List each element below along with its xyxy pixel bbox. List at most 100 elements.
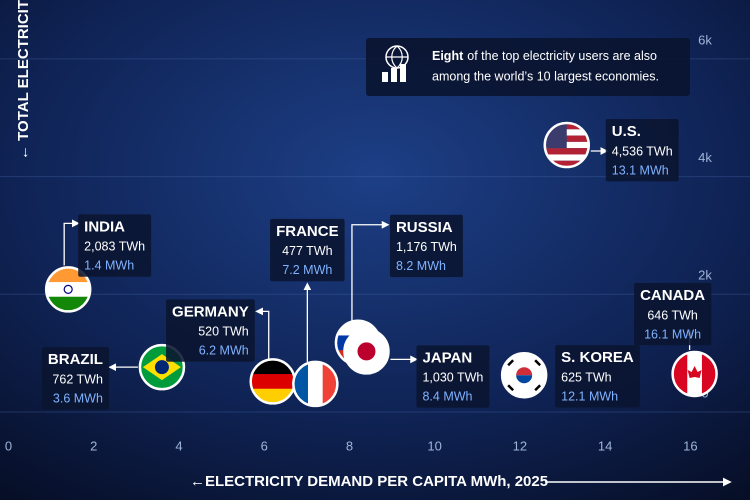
value-label: 4,536 TWh bbox=[612, 144, 673, 158]
flag-part bbox=[544, 148, 589, 155]
point-name: FRANCE bbox=[276, 223, 339, 240]
value-label: 2,083 TWh bbox=[84, 240, 145, 254]
flag-part bbox=[507, 359, 515, 367]
value-label: 1,030 TWh bbox=[422, 371, 483, 385]
value-label: 520 TWh bbox=[198, 325, 249, 339]
flag-part bbox=[534, 384, 542, 392]
data-label: FRANCE 477 TWh 7.2 MWh bbox=[270, 218, 345, 282]
leader-line bbox=[63, 219, 80, 266]
point bbox=[500, 351, 548, 399]
flag-part bbox=[516, 375, 533, 384]
data-label: RUSSIA 1,176 TWh 8.2 MWh bbox=[389, 214, 463, 278]
data-label: JAPAN 1,030 TWh 8.4 MWh bbox=[416, 345, 490, 408]
label-box bbox=[78, 214, 152, 277]
x-value-label: 3.6 MWh bbox=[53, 391, 103, 405]
x-value-label: 8.4 MWh bbox=[422, 390, 472, 404]
y-tick-label: 4k bbox=[698, 150, 712, 165]
data-label: BRAZIL 762 TWh 3.6 MWh bbox=[41, 347, 109, 410]
x-tick-label: 14 bbox=[598, 438, 612, 453]
x-value-label: 7.2 MWh bbox=[282, 263, 332, 277]
label-box bbox=[555, 345, 640, 408]
y-tick-label: 6k bbox=[698, 32, 712, 47]
point-name: RUSSIA bbox=[396, 219, 453, 236]
point-name: JAPAN bbox=[422, 349, 472, 366]
y-tick-label: 2k bbox=[698, 268, 712, 283]
labels: INDIA 2,083 TWh 1.4 MWh BRAZIL 762 TWh 3.6 MW… bbox=[41, 118, 712, 410]
flag-part bbox=[250, 374, 295, 390]
annotation-line-1: Eight of the top electricity users are al… bbox=[432, 49, 657, 63]
coin-icon bbox=[400, 64, 406, 82]
point bbox=[292, 360, 339, 408]
value-label: 646 TWh bbox=[647, 308, 698, 322]
value-label: 762 TWh bbox=[52, 372, 103, 386]
x-value-label: 16.1 MWh bbox=[644, 327, 701, 341]
point-name: S. KOREA bbox=[561, 349, 634, 366]
annotation-box bbox=[366, 38, 690, 96]
flag-part bbox=[544, 160, 589, 168]
point-name: BRAZIL bbox=[48, 351, 103, 368]
annotation-line-2: among the world’s 10 largest economies. bbox=[432, 69, 659, 83]
x-axis-label: ←ELECTRICITY DEMAND PER CAPITA MWh, 2025 bbox=[190, 473, 548, 490]
point bbox=[138, 343, 186, 391]
point-name: GERMANY bbox=[172, 303, 249, 320]
points bbox=[44, 121, 718, 408]
x-value-label: 1.4 MWh bbox=[84, 259, 134, 273]
flag-part bbox=[516, 367, 533, 376]
value-label: 477 TWh bbox=[282, 244, 333, 258]
label-box bbox=[389, 214, 463, 278]
data-label: CANADA 646 TWh 16.1 MWh bbox=[634, 282, 712, 346]
data-label: INDIA 2,083 TWh 1.4 MWh bbox=[78, 214, 152, 277]
globe-icon-lines bbox=[386, 45, 408, 69]
label-box bbox=[416, 345, 490, 408]
value-label: 625 TWh bbox=[561, 371, 612, 385]
label-box bbox=[605, 118, 679, 182]
flag-part bbox=[308, 361, 324, 406]
leader-line bbox=[255, 307, 270, 360]
x-value-label: 12.1 MWh bbox=[561, 390, 618, 404]
flag-part bbox=[63, 284, 73, 295]
x-tick-label: 0 bbox=[5, 438, 12, 453]
label-box bbox=[166, 299, 255, 362]
data-label: GERMANY 520 TWh 6.2 MWh bbox=[166, 299, 255, 362]
label-box bbox=[634, 282, 712, 346]
x-tick-label: 12 bbox=[513, 438, 527, 453]
leaders bbox=[63, 147, 694, 372]
label-box bbox=[270, 218, 345, 282]
annotation: Eight of the top electricity users are al… bbox=[366, 38, 690, 96]
point bbox=[671, 350, 718, 398]
point bbox=[44, 266, 92, 313]
point-name: CANADA bbox=[640, 287, 705, 304]
y-axis-label: ← TOTAL ELECTRICITY bbox=[15, 0, 32, 160]
x-tick-label: 6 bbox=[261, 438, 268, 453]
coin-icon bbox=[382, 72, 388, 82]
x-value-label: 8.2 MWh bbox=[396, 259, 446, 273]
flag bbox=[344, 329, 389, 374]
coin-icon bbox=[391, 68, 397, 82]
point bbox=[543, 121, 591, 169]
point bbox=[343, 328, 390, 375]
annotation-text: of the top electricity users are also bbox=[467, 49, 657, 63]
value-label: 1,176 TWh bbox=[396, 240, 457, 254]
leader-line bbox=[351, 220, 390, 321]
flag-part bbox=[154, 360, 169, 375]
x-tick-label: 4 bbox=[175, 438, 182, 453]
flag-part bbox=[687, 365, 702, 378]
flag bbox=[502, 353, 547, 398]
data-label: U.S. 4,536 TWh 13.1 MWh bbox=[605, 118, 679, 182]
x-tick-label: 10 bbox=[427, 438, 441, 453]
annotation-bold: Eight bbox=[432, 49, 464, 63]
flag-part bbox=[46, 282, 91, 298]
x-value-label: 13.1 MWh bbox=[612, 163, 669, 177]
flag-part bbox=[357, 342, 376, 361]
flag-part bbox=[507, 384, 515, 392]
flag-part bbox=[544, 154, 589, 161]
label-box bbox=[41, 347, 109, 410]
x-tick-label: 2 bbox=[90, 438, 97, 453]
point-name: U.S. bbox=[612, 123, 641, 140]
x-value-label: 6.2 MWh bbox=[199, 344, 249, 358]
data-label: S. KOREA 625 TWh 12.1 MWh bbox=[555, 345, 640, 408]
x-tick-label: 16 bbox=[683, 438, 697, 453]
x-tick-label: 8 bbox=[346, 438, 353, 453]
